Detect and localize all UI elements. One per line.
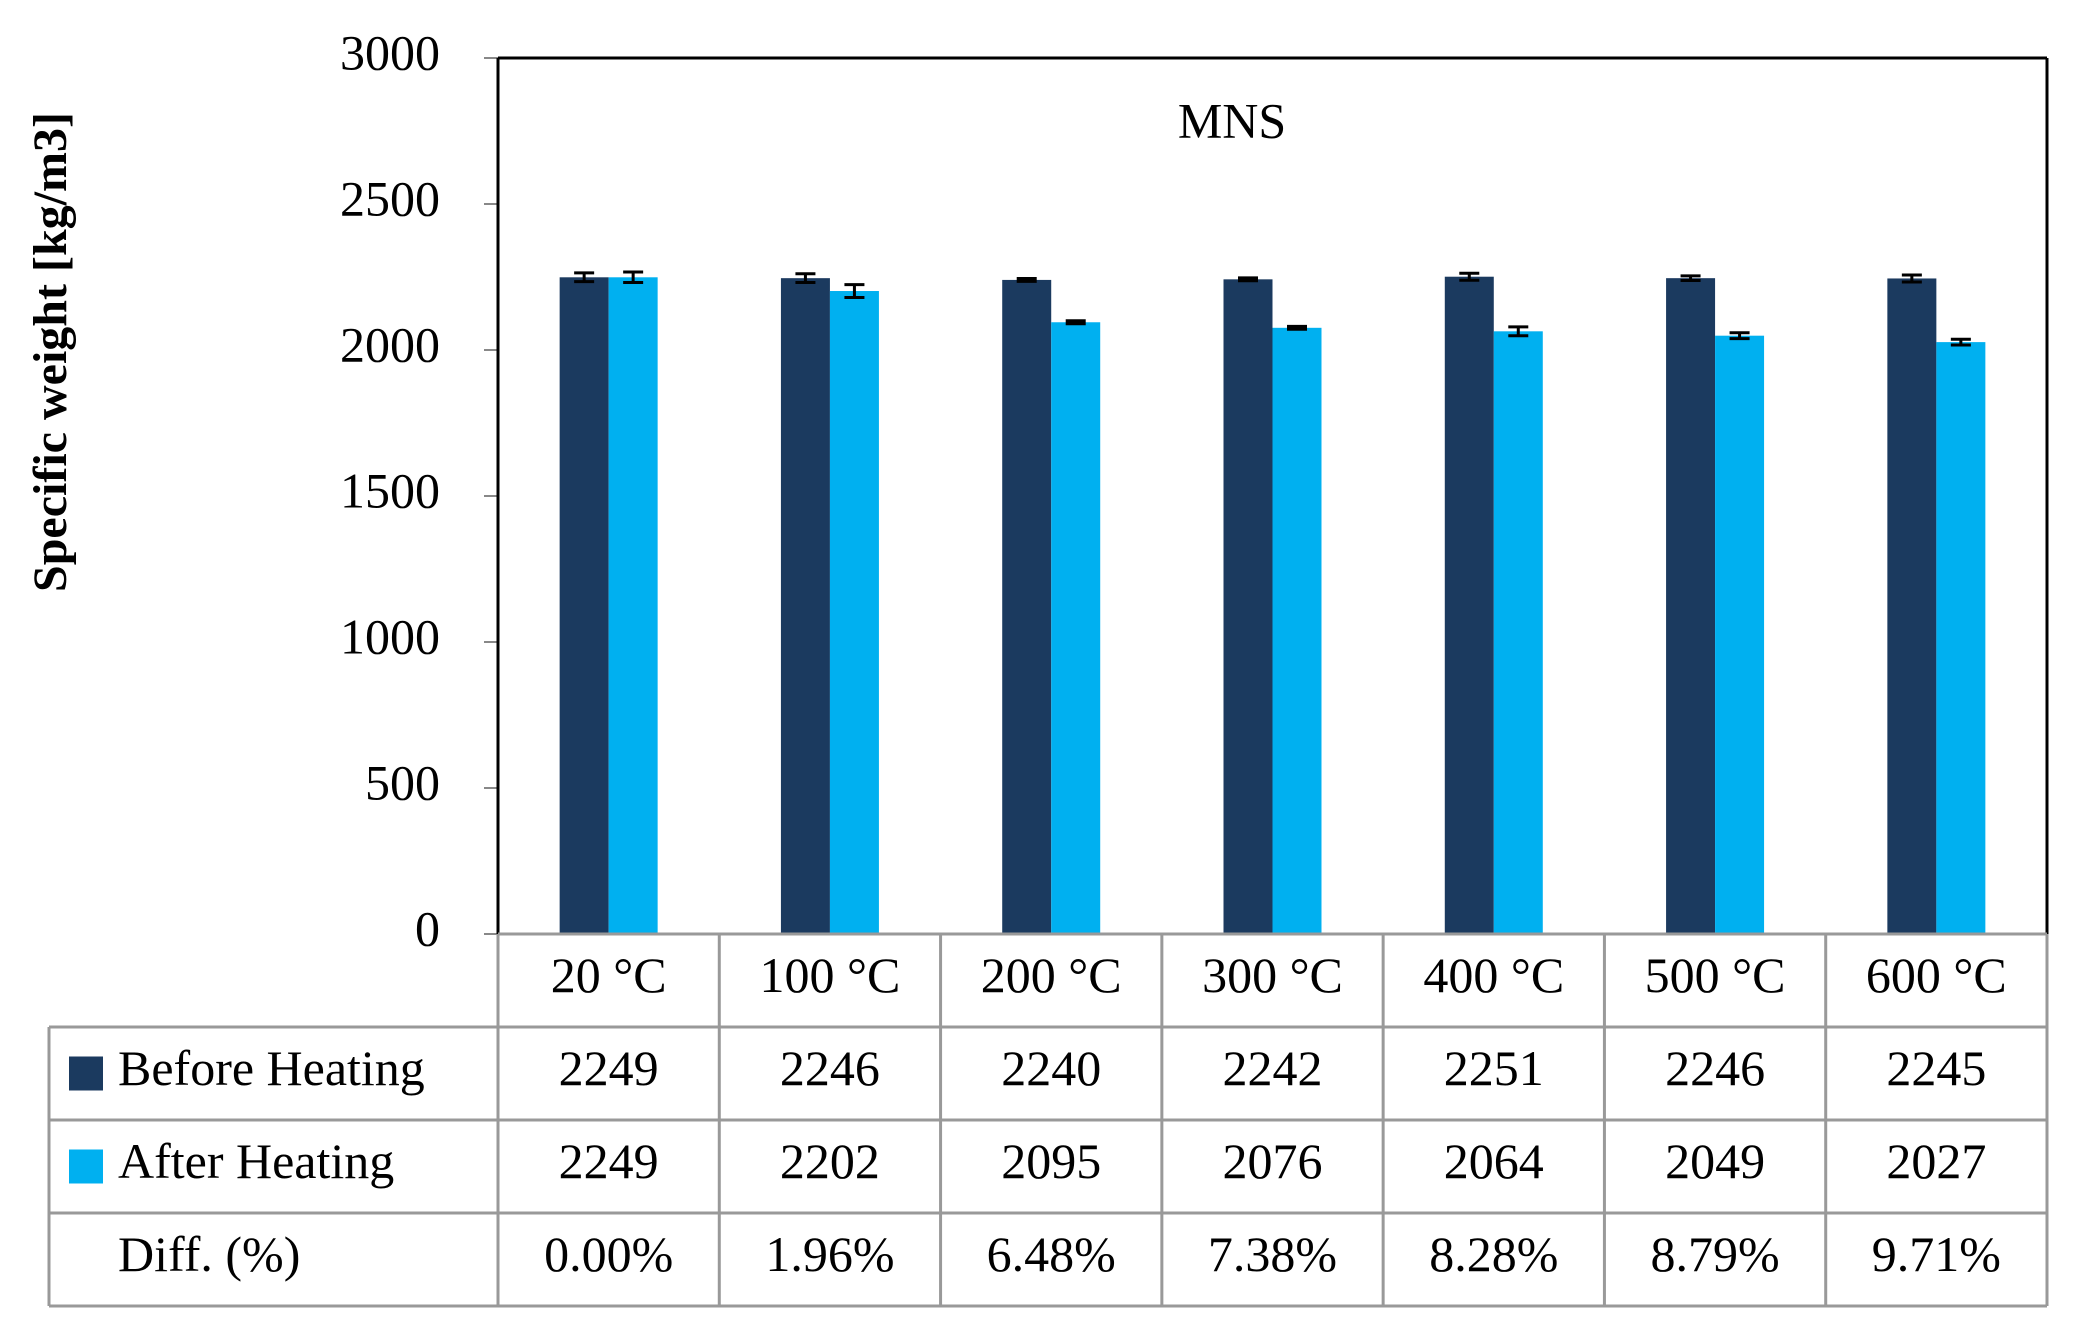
legend-swatch	[69, 1149, 103, 1184]
table-value: 2076	[1223, 1133, 1323, 1189]
y-tick-label: 2000	[340, 316, 440, 372]
error-bar	[623, 270, 644, 285]
bar	[1272, 327, 1322, 935]
x-tick-label: 400 °C	[1423, 947, 1564, 1003]
chart-title: MNS	[1178, 92, 1286, 148]
legend-swatch	[69, 1056, 103, 1091]
table-value: 2095	[1001, 1133, 1101, 1189]
error-bar	[795, 272, 816, 285]
table-value: 2242	[1223, 1040, 1323, 1096]
x-tick-label: 500 °C	[1645, 947, 1786, 1003]
y-tick-label: 500	[365, 754, 440, 810]
table-value: 2027	[1886, 1133, 1986, 1189]
table-value: 2240	[1001, 1040, 1101, 1096]
bar	[1887, 278, 1937, 935]
error-bar	[844, 283, 865, 299]
y-tick-label: 3000	[340, 24, 440, 80]
error-bar	[1729, 331, 1750, 341]
table-value: 2246	[1665, 1040, 1765, 1096]
error-bar	[1016, 276, 1037, 283]
table-value: 7.38%	[1208, 1226, 1337, 1282]
y-tick-label: 0	[415, 900, 440, 956]
x-tick-label: 20 °C	[551, 947, 667, 1003]
table-value: 8.28%	[1429, 1226, 1558, 1282]
y-tick-label: 1500	[340, 462, 440, 518]
error-bar	[1238, 276, 1258, 283]
bar	[1444, 276, 1494, 934]
bar	[1666, 278, 1716, 935]
x-tick-label: 100 °C	[759, 947, 900, 1003]
legend-label: After Heating	[118, 1133, 394, 1189]
table-value: 6.48%	[987, 1226, 1116, 1282]
error-bar	[1680, 274, 1701, 283]
y-tick-label: 2500	[340, 170, 440, 226]
bar	[1936, 342, 1986, 935]
table-value: 2249	[559, 1040, 659, 1096]
y-axis-label: Specific weight [kg/m3]	[24, 112, 77, 592]
error-bar	[1065, 319, 1086, 326]
error-bar	[1287, 324, 1307, 331]
bar	[1051, 322, 1101, 934]
row-label: Diff. (%)	[118, 1226, 300, 1282]
table-value: 2049	[1665, 1133, 1765, 1189]
error-bar	[1508, 325, 1529, 338]
bar	[780, 278, 830, 935]
y-tick-label: 1000	[340, 608, 440, 664]
x-tick-label: 200 °C	[981, 947, 1122, 1003]
bar	[1493, 331, 1543, 934]
table-value: 0.00%	[544, 1226, 673, 1282]
table-value: 2064	[1444, 1133, 1544, 1189]
error-bar	[574, 271, 595, 284]
table-value: 1.96%	[765, 1226, 894, 1282]
bar	[608, 277, 658, 934]
table-value: 2245	[1886, 1040, 1986, 1096]
table-value: 2246	[780, 1040, 880, 1096]
table-value: 2251	[1444, 1040, 1544, 1096]
x-tick-label: 600 °C	[1866, 947, 2007, 1003]
legend-label: Before Heating	[118, 1040, 425, 1096]
error-bar	[1459, 271, 1480, 282]
table-value: 2249	[559, 1133, 659, 1189]
x-tick-label: 300 °C	[1202, 947, 1343, 1003]
bar	[1223, 279, 1273, 934]
error-bar	[1901, 273, 1922, 284]
table-value: 9.71%	[1872, 1226, 2001, 1282]
bar	[1002, 279, 1052, 934]
table-value: 2202	[780, 1133, 880, 1189]
table-value: 8.79%	[1650, 1226, 1779, 1282]
error-bar	[1950, 337, 1971, 347]
bar	[1715, 335, 1765, 934]
bar	[829, 291, 879, 934]
bar	[559, 277, 609, 934]
